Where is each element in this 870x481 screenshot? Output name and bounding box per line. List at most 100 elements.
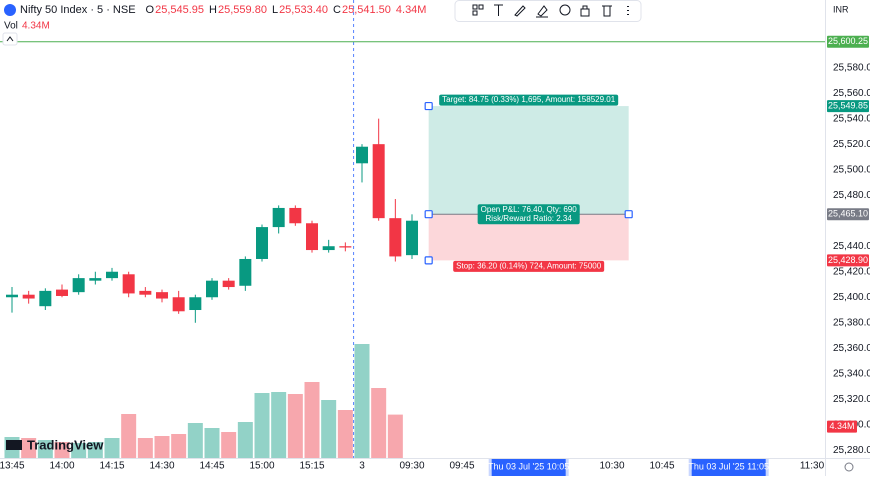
price-tag-text: 25,600.25 bbox=[828, 36, 868, 46]
pnl-label-text: Risk/Reward Ratio: 2.34 bbox=[486, 214, 573, 223]
change: 4.34M bbox=[396, 4, 427, 16]
price-tag-text: 25,465.10 bbox=[828, 209, 868, 219]
ohlc-key: O bbox=[146, 4, 155, 16]
y-tick-label: 25,360.00 bbox=[833, 343, 870, 354]
ohlc-value: 25,545.95 bbox=[155, 4, 204, 16]
y-tick-label: 25,480.00 bbox=[833, 190, 870, 201]
candle-body bbox=[89, 278, 102, 281]
x-tick-label: 14:30 bbox=[149, 461, 174, 472]
volume-bar bbox=[337, 410, 353, 458]
ohlc-key: H bbox=[209, 4, 217, 16]
tool-visibility[interactable] bbox=[559, 4, 571, 16]
price-tag-text: 25,428.90 bbox=[828, 255, 868, 265]
pnl-label-box bbox=[477, 204, 580, 225]
volume-bar bbox=[371, 388, 387, 458]
tool-fill[interactable] bbox=[536, 5, 548, 18]
price-tag bbox=[827, 100, 869, 113]
tool-grid-b[interactable] bbox=[478, 4, 484, 10]
volume-bar bbox=[221, 432, 237, 458]
tool-delete[interactable] bbox=[602, 5, 612, 17]
x-tick-label: 15:00 bbox=[249, 461, 274, 472]
x-tick-label: 14:15 bbox=[99, 461, 124, 472]
target-label-box bbox=[439, 94, 619, 106]
candle-body bbox=[372, 144, 385, 219]
x-tick-label: 11:30 bbox=[800, 461, 825, 472]
stop-label-box bbox=[453, 260, 605, 272]
volume-bar bbox=[21, 438, 37, 458]
date-tag bbox=[691, 459, 766, 476]
candle-body bbox=[272, 207, 285, 228]
target-label: Target: 84.75 (0.33%) 1,695, Amount: 158… bbox=[439, 94, 619, 106]
drawing-toolbar bbox=[454, 0, 642, 22]
x-tick-label: 09:30 bbox=[399, 461, 424, 472]
tool-grid-c[interactable] bbox=[472, 10, 478, 16]
volume-bar bbox=[254, 393, 270, 458]
logo: TradingView bbox=[27, 437, 104, 452]
volume-bar bbox=[237, 422, 253, 458]
tool-grid[interactable] bbox=[472, 4, 478, 10]
position-handle bbox=[424, 210, 433, 219]
stop-label-text: Stop: 36.20 (0.14%) 724, Amount: 75000 bbox=[456, 261, 602, 270]
y-tick-label: 25,340.00 bbox=[833, 368, 870, 379]
volume-bar bbox=[304, 382, 320, 458]
candle-body bbox=[206, 280, 219, 298]
y-tick-label: 25,500.00 bbox=[833, 164, 870, 175]
candle-body bbox=[356, 146, 369, 164]
candle-body bbox=[22, 294, 35, 299]
ohlc-key: C bbox=[333, 4, 341, 16]
candle-body bbox=[122, 274, 135, 294]
candle-body bbox=[239, 258, 252, 286]
candle-body bbox=[156, 292, 169, 299]
price-tag bbox=[827, 208, 869, 221]
volume-bar bbox=[87, 442, 103, 458]
tool-lock-shackle[interactable] bbox=[582, 5, 588, 9]
date-tag-text: Thu 03 Jul '25 11:05 bbox=[688, 461, 769, 471]
tool-lock[interactable] bbox=[580, 8, 590, 17]
candle-body bbox=[172, 297, 185, 312]
y-tick-label: 25,560.00 bbox=[833, 88, 870, 99]
candle-body bbox=[106, 271, 119, 279]
volume-bar bbox=[187, 423, 203, 458]
volume-bar bbox=[154, 436, 170, 458]
x-tick-label: 14:45 bbox=[199, 461, 224, 472]
ohlc-value: 25,533.40 bbox=[279, 4, 328, 16]
x-tick-label: 09:45 bbox=[449, 461, 474, 472]
candle-body bbox=[139, 290, 152, 295]
pnl-label-text: Open P&L: 76.40, Qty: 690 bbox=[481, 205, 578, 214]
tool-brush[interactable] bbox=[514, 5, 526, 17]
volume-bar bbox=[387, 414, 403, 458]
y-tick-label: 25,580.00 bbox=[833, 62, 870, 73]
candle-body bbox=[339, 246, 352, 248]
symbol-icon bbox=[4, 4, 16, 16]
volume-bar bbox=[171, 434, 187, 458]
tool-text[interactable] bbox=[494, 4, 503, 16]
volume-bar bbox=[271, 392, 287, 458]
date-tag bbox=[491, 459, 566, 476]
target-zone bbox=[428, 106, 629, 215]
collapse-button[interactable] bbox=[2, 32, 18, 46]
settings-button[interactable] bbox=[844, 462, 854, 472]
candle-body bbox=[306, 223, 319, 251]
volume-bar bbox=[54, 442, 70, 458]
y-tick-label: 25,380.00 bbox=[833, 317, 870, 328]
volume-bar bbox=[204, 428, 220, 458]
x-tick-label: 15:15 bbox=[299, 461, 324, 472]
ohlc-key: L bbox=[272, 4, 278, 16]
collapse-icon bbox=[6, 36, 14, 42]
y-tick-label: 25,520.00 bbox=[833, 139, 870, 150]
volume-bar bbox=[121, 414, 137, 458]
candle-body bbox=[406, 220, 419, 256]
volume-bar bbox=[104, 438, 120, 458]
y-tick-label: 25,320.00 bbox=[833, 394, 870, 405]
target-label-text: Target: 84.75 (0.33%) 1,695, Amount: 158… bbox=[442, 95, 616, 104]
logo-mark bbox=[6, 440, 22, 450]
ohlc-value: 25,559.80 bbox=[218, 4, 267, 16]
date-tag-text: Thu 03 Jul '25 10:05 bbox=[488, 461, 569, 471]
price-tag bbox=[827, 35, 869, 48]
candle-body bbox=[222, 280, 235, 288]
ohlc: O 25,545.95 H 25,559.80 L 25,533.40 C 25,541.50… bbox=[146, 4, 427, 16]
